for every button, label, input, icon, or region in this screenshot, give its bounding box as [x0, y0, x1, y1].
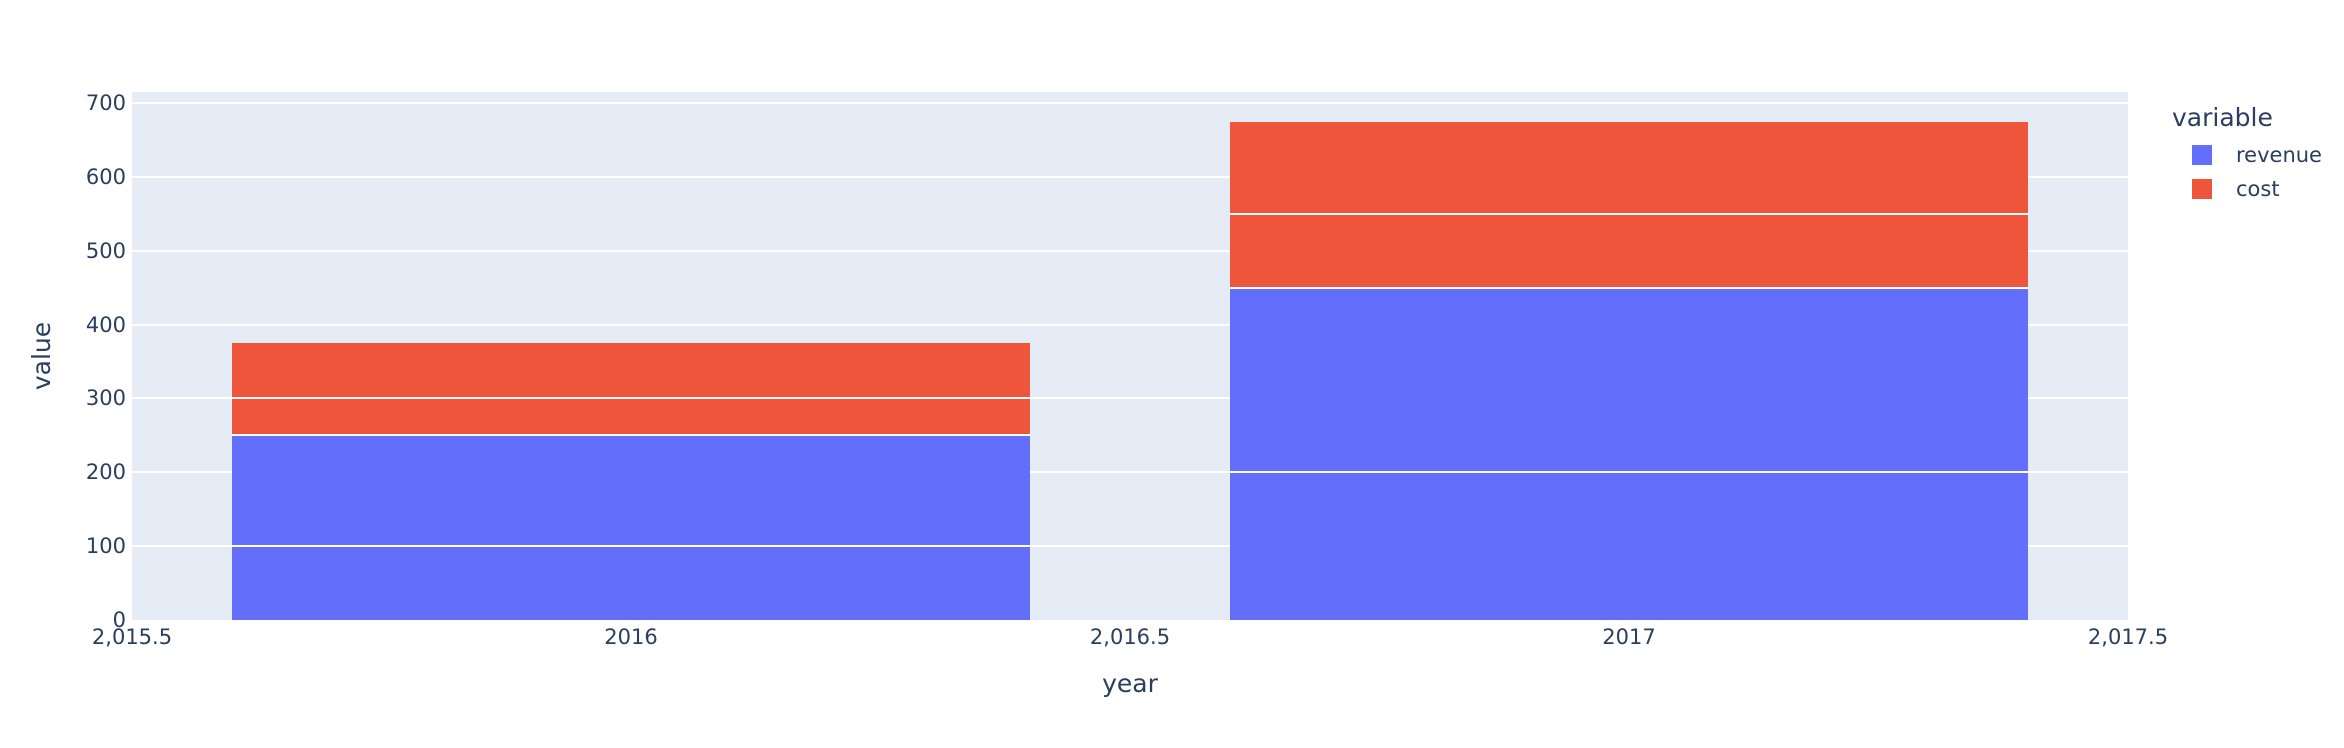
y-gridline-200: [132, 471, 2128, 474]
bar-segment-cost-2016-1[interactable]: [231, 398, 1031, 436]
y-tick-label-300: 300: [85, 386, 126, 411]
bar-segment-separator: [231, 434, 1031, 437]
y-gridline-700: [132, 102, 2128, 105]
legend-items: revenue cost: [2172, 144, 2322, 200]
y-axis-title: value: [27, 321, 56, 391]
bar-segment-cost-2017-2[interactable]: [1229, 121, 2029, 214]
bar-segment-revenue-2017-1[interactable]: [1229, 472, 2029, 620]
legend-item-revenue[interactable]: revenue: [2192, 144, 2322, 166]
legend-swatch-cost: [2192, 179, 2212, 199]
y-tick-label-200: 200: [85, 460, 126, 485]
y-tick-label-0: 0: [112, 608, 126, 632]
bar-segment-separator: [1229, 286, 2029, 289]
x-tick-label-2016: 2016: [604, 625, 658, 649]
y-tick-label-500: 500: [85, 238, 126, 263]
plot-area[interactable]: [132, 92, 2128, 620]
x-axis-title: year: [1102, 669, 1158, 698]
bar-segment-separator: [1229, 471, 2029, 474]
x-tick-label-2017: 2017: [1602, 625, 1656, 649]
x-tick-label-2,016.5: 2,016.5: [1089, 625, 1171, 649]
y-gridline-300: [132, 397, 2128, 400]
y-gridline-500: [132, 249, 2128, 252]
y-tick-label-600: 600: [85, 164, 126, 189]
bar-segment-cost-2017-1[interactable]: [1229, 213, 2029, 288]
y-tick-label-100: 100: [85, 534, 126, 559]
legend-item-cost[interactable]: cost: [2192, 178, 2322, 200]
y-gridline-400: [132, 323, 2128, 326]
y-gridline-600: [132, 175, 2128, 178]
legend-item-label: revenue: [2236, 143, 2322, 167]
legend-swatch-revenue: [2192, 145, 2212, 165]
legend-title: variable: [2172, 103, 2273, 132]
bar-segment-separator: [231, 545, 1031, 548]
bar-segment-revenue-2016-2[interactable]: [231, 435, 1031, 547]
y-gridline-100: [132, 545, 2128, 548]
x-tick-label-2,015.5: 2,015.5: [91, 625, 173, 649]
legend: variable revenue cost: [2172, 103, 2322, 201]
x-tick-label-2,017.5: 2,017.5: [2087, 625, 2169, 649]
legend-item-label: cost: [2236, 177, 2280, 201]
bar-segment-revenue-2016-1[interactable]: [231, 546, 1031, 620]
y-tick-label-400: 400: [85, 312, 126, 337]
bar-segment-revenue-2017-2[interactable]: [1229, 287, 2029, 473]
bar-segment-separator: [1229, 212, 2029, 215]
y-tick-label-700: 700: [85, 91, 126, 116]
bar-segment-cost-2016-2[interactable]: [231, 343, 1031, 399]
bar-segment-separator: [231, 397, 1031, 400]
